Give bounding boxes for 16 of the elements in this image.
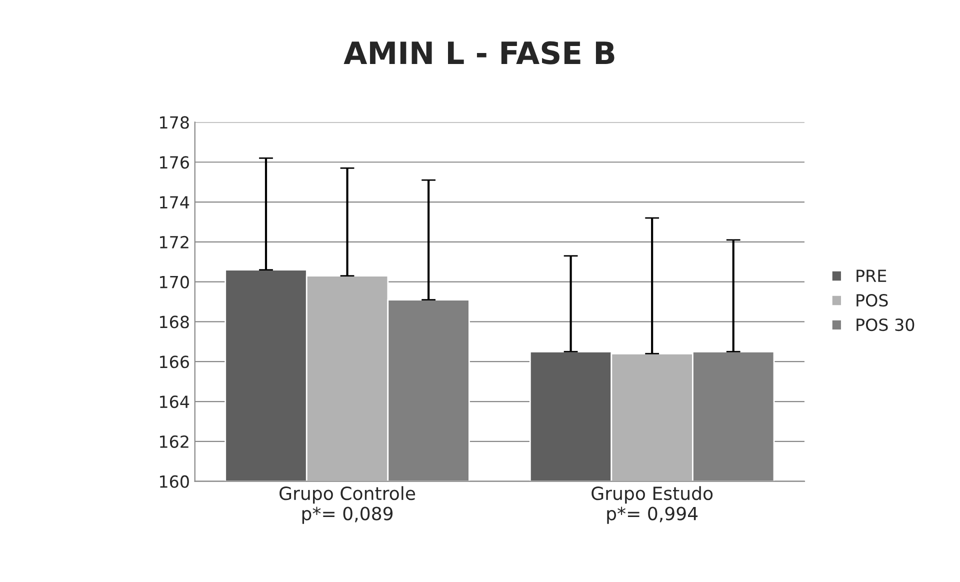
legend-label: PRE [856, 270, 886, 282]
y-tick-label: 170 [160, 276, 189, 288]
legend-label: POS 30 [856, 318, 914, 332]
y-tick-label: 168 [160, 316, 189, 328]
y-tick-label: 160 [160, 475, 189, 488]
y-tick-label: 162 [160, 435, 188, 448]
y-tick-label: 176 [160, 156, 189, 169]
y-tick-label: 166 [160, 356, 189, 368]
y-tick-label: 172 [160, 236, 188, 248]
y-tick-label: 174 [160, 196, 190, 208]
y-tick-label: 178 [160, 116, 189, 129]
y-tick-label: 164 [160, 395, 190, 408]
x-tick-label: Grupo Estudo p*= 0,994 [592, 486, 713, 524]
x-tick-label: Grupo Controle p*= 0,089 [280, 486, 416, 524]
chart-title: AMIN L - FASE B [344, 41, 614, 64]
legend-label: POS [856, 294, 888, 307]
